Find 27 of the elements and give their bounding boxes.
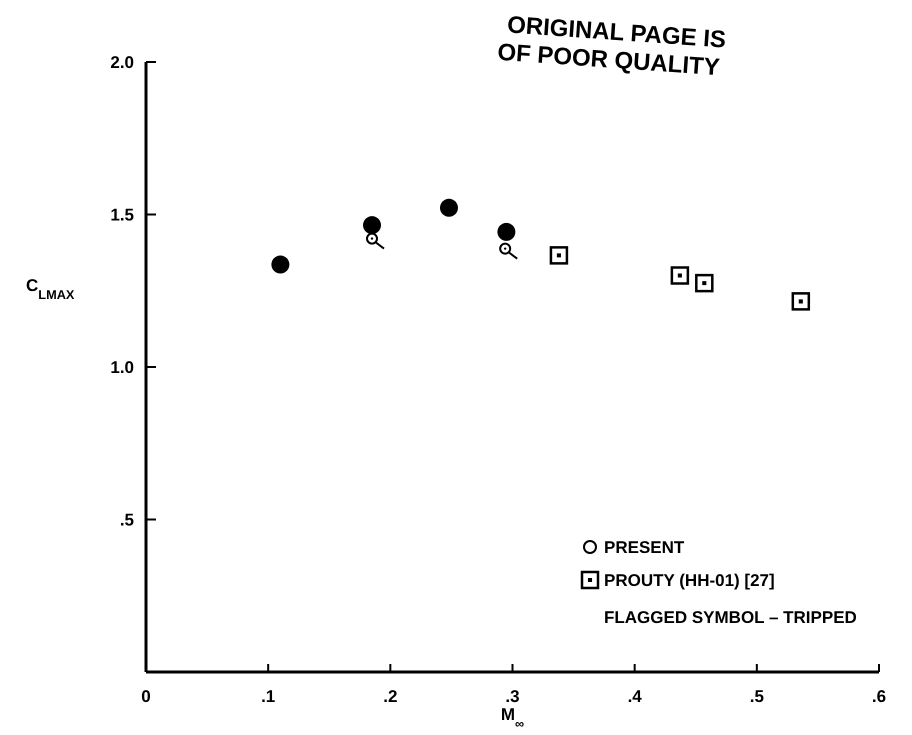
x-tick-label: .5 [750, 687, 764, 706]
x-tick-label: .6 [872, 687, 886, 706]
annotation: ORIGINAL PAGE IS OF POOR QUALITY [496, 11, 727, 82]
y-tick-label: 1.0 [110, 358, 134, 377]
x-tick-label: 0 [141, 687, 151, 706]
y-tick-label: 1.5 [110, 206, 134, 224]
y-tick-label: .5 [120, 510, 134, 530]
point [499, 242, 512, 255]
y-tick-label: 2.0 [110, 53, 134, 72]
point [363, 216, 382, 234]
x-tick-label: .2 [383, 687, 398, 706]
x-tick-label: .1 [261, 687, 276, 706]
point [271, 256, 290, 274]
point [670, 266, 690, 285]
point [792, 292, 810, 311]
legend-label: PRESENT [604, 538, 685, 557]
x-tick-label: .3 [505, 687, 520, 706]
point [550, 246, 568, 265]
point [497, 222, 516, 241]
annotation: FLAGGED SYMBOL – TRIPPED [604, 608, 857, 627]
y-axis-title: C$_{LMAX}$ [26, 276, 75, 302]
point [440, 198, 458, 217]
x-tick-label: .4 [628, 687, 642, 706]
x-axis-title: M$_{∞}$ [500, 705, 524, 730]
point [366, 232, 378, 245]
legend-label: PROUTY (HH-01) [27] [604, 571, 775, 590]
point [695, 274, 714, 292]
